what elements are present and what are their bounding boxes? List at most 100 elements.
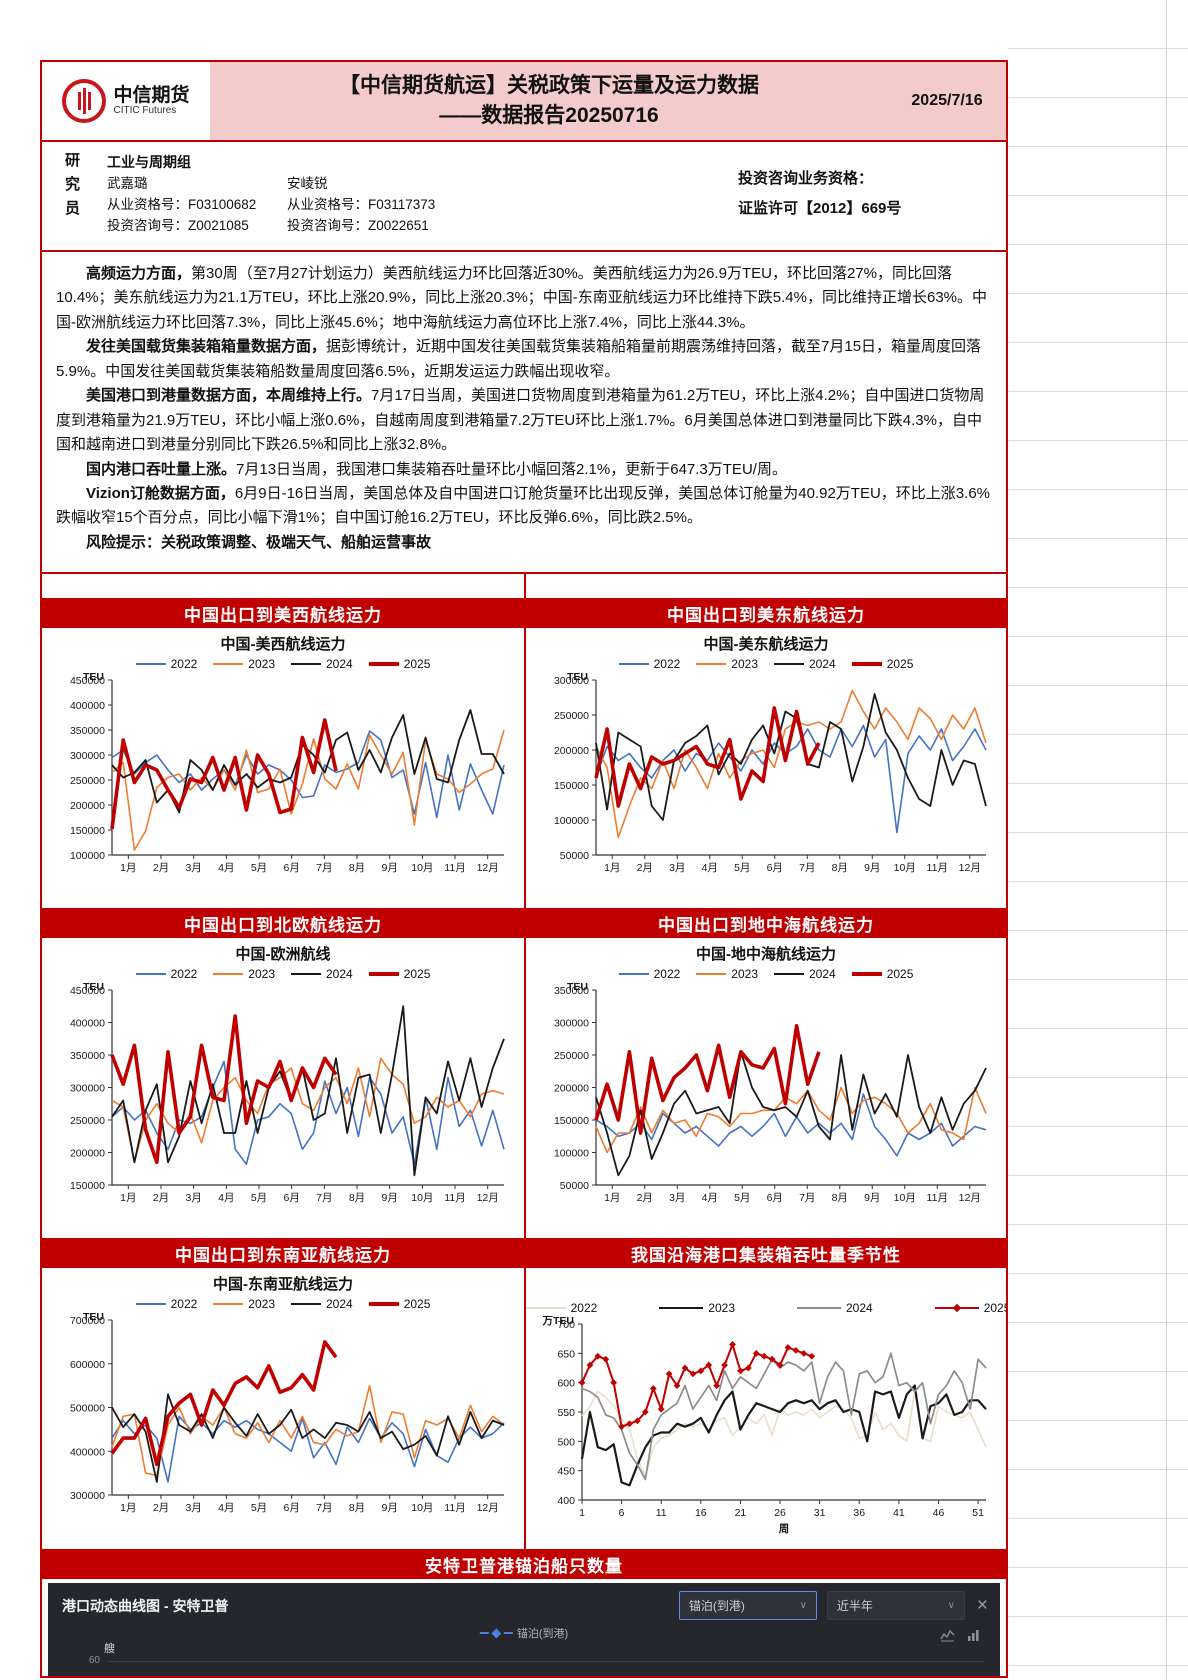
svg-text:12月: 12月: [959, 1192, 981, 1204]
close-icon[interactable]: ×: [976, 1595, 988, 1616]
chart-title: 中国-美东航线运力: [703, 636, 829, 653]
panel-north-europe: 中国出口到北欧航线运力 中国-欧洲航线 2022 2023 2024 2025 150…: [42, 884, 524, 1214]
svg-text:51: 51: [972, 1507, 984, 1519]
svg-text:550: 550: [557, 1407, 575, 1419]
antwerp-panel-title: 港口动态曲线图 - 安特卫普: [62, 1597, 229, 1614]
chart-banner: 中国出口到美西航线运力: [42, 598, 524, 628]
risk-warning: 风险提示：关税政策调整、极端天气、船舶运营事故: [86, 533, 432, 551]
researcher-cert: 从业资格号：F03117373: [287, 196, 436, 212]
svg-text:万TEU: 万TEU: [542, 1316, 575, 1327]
report-title-line2: ——数据报告20250716: [439, 104, 659, 127]
bar-chart-icon[interactable]: [967, 1629, 980, 1642]
svg-text:8月: 8月: [832, 1192, 848, 1204]
svg-text:9月: 9月: [381, 1192, 397, 1204]
svg-text:TEU: TEU: [83, 1312, 104, 1323]
chart-title: 中国-美西航线运力: [220, 636, 346, 653]
chevron-down-icon: ∨: [947, 1600, 955, 1611]
summary-block: 高频运力方面，第30周（至7月27计划运力）美西航线运力环比回落近30%。美西航…: [42, 252, 1006, 574]
svg-text:10月: 10月: [894, 1192, 916, 1204]
legend-item: 2025: [851, 657, 913, 671]
line-chart: 50000 100000 150000 200000 250000 300000 35000…: [536, 982, 996, 1207]
svg-text:250000: 250000: [554, 1050, 589, 1062]
svg-text:7月: 7月: [316, 862, 332, 874]
svg-text:4月: 4月: [702, 1192, 718, 1204]
report-title-block: 【中信期货航运】关税政策下运量及运力数据 ——数据报告20250716: [210, 62, 888, 140]
chart-banner: 中国出口到北欧航线运力: [42, 908, 524, 938]
researcher-name: 安崚锐: [287, 175, 328, 191]
svg-text:9月: 9月: [381, 862, 397, 874]
spreadsheet-left-margin: [0, 0, 40, 1680]
researcher-label: 研究员: [63, 152, 80, 224]
svg-text:200000: 200000: [554, 745, 589, 757]
svg-text:4月: 4月: [218, 862, 234, 874]
svg-text:400000: 400000: [70, 1018, 105, 1030]
chevron-down-icon: ∨: [799, 1600, 807, 1611]
svg-text:5月: 5月: [734, 1192, 750, 1204]
svg-text:11月: 11月: [444, 1502, 465, 1514]
svg-text:450: 450: [557, 1466, 575, 1478]
svg-text:6: 6: [619, 1507, 625, 1519]
svg-text:10月: 10月: [894, 862, 916, 874]
svg-text:周: 周: [779, 1523, 790, 1535]
researcher-cert: 从业资格号：F03100682: [107, 196, 257, 212]
researcher-group: 工业与周期组: [107, 154, 191, 170]
antwerp-legend: 锚泊(到港): [479, 1625, 568, 1641]
svg-text:150000: 150000: [70, 1180, 105, 1192]
legend-item: 2023: [696, 967, 758, 981]
svg-text:200000: 200000: [70, 800, 105, 812]
diamond-marker-icon: [491, 1628, 502, 1638]
svg-text:200000: 200000: [554, 1083, 589, 1095]
panel-us-east: 中国出口到美东航线运力 中国-美东航线运力 2022 2023 2024 2025 5…: [524, 574, 1006, 884]
svg-text:5月: 5月: [251, 862, 267, 874]
antwerp-panel-margin: 港口动态曲线图 - 安特卫普 锚泊(到港) ∨ 近半年 ∨ × 锚泊(到港): [42, 1579, 1006, 1676]
legend-item: 2025: [851, 967, 913, 981]
svg-text:6月: 6月: [283, 862, 299, 874]
panel-southeast-asia: 中国出口到东南亚航线运力 中国-东南亚航线运力 2022 2023 2024 2025…: [42, 1214, 524, 1549]
svg-text:400: 400: [557, 1495, 575, 1507]
svg-text:300000: 300000: [554, 675, 589, 687]
svg-text:TEU: TEU: [567, 672, 588, 683]
panel-us-west: 中国出口到美西航线运力 中国-美西航线运力 2022 2023 2024 2025 1…: [42, 574, 524, 884]
anchor-type-dropdown[interactable]: 锚泊(到港) ∨: [678, 1591, 817, 1620]
svg-text:100000: 100000: [554, 1148, 589, 1160]
svg-text:600: 600: [557, 1378, 575, 1390]
legend-item: 2022: [135, 967, 197, 981]
svg-text:41: 41: [893, 1507, 905, 1519]
svg-text:2月: 2月: [637, 862, 653, 874]
svg-text:10月: 10月: [411, 862, 433, 874]
svg-text:250000: 250000: [70, 1115, 105, 1127]
chart-title: 中国-欧洲航线: [235, 946, 331, 963]
legend-item: 2022: [526, 1301, 597, 1315]
svg-text:100000: 100000: [554, 815, 589, 827]
chart-legend: 2022 2023 2024 2025: [52, 656, 514, 672]
panel-port-throughput: 我国沿海港口集装箱吞吐量季节性 2022 2023 2024 2025 400 450 5…: [524, 1214, 1006, 1549]
svg-text:6月: 6月: [283, 1192, 299, 1204]
line-chart-icon[interactable]: [940, 1629, 955, 1642]
svg-text:200000: 200000: [70, 1148, 105, 1160]
antwerp-panel: 港口动态曲线图 - 安特卫普 锚泊(到港) ∨ 近半年 ∨ × 锚泊(到港): [48, 1583, 1000, 1676]
report-title-line1: 【中信期货航运】关税政策下运量及运力数据: [339, 73, 759, 97]
svg-text:400000: 400000: [70, 1446, 105, 1458]
svg-text:1月: 1月: [604, 862, 620, 874]
report-frame: 中信期货 CITIC Futures 【中信期货航运】关税政策下运量及运力数据 …: [40, 60, 1008, 1678]
chart-banner: 我国沿海港口集装箱吞吐量季节性: [526, 1238, 1006, 1268]
svg-text:31: 31: [814, 1507, 826, 1519]
logo-name-cn: 中信期货: [113, 84, 190, 106]
svg-text:7月: 7月: [799, 862, 815, 874]
svg-text:150000: 150000: [70, 825, 105, 837]
legend-item: 2023: [213, 967, 275, 981]
summary-paragraph: 美国港口到港量数据方面，本周维持上行。7月17日当周，美国进口货物周度到港箱量为…: [56, 387, 985, 454]
svg-text:500: 500: [557, 1436, 575, 1448]
summary-paragraph: Vizion订舱数据方面，6月9日-16日当周，美国总体及自中国进口订舱货量环比…: [56, 484, 991, 527]
time-range-dropdown[interactable]: 近半年 ∨: [826, 1591, 965, 1620]
svg-text:600000: 600000: [70, 1359, 105, 1371]
svg-text:16: 16: [695, 1507, 707, 1519]
legend-item: 2023: [696, 657, 758, 671]
svg-text:3月: 3月: [185, 1502, 201, 1514]
svg-text:12月: 12月: [477, 1192, 499, 1204]
legend-item: 2024: [774, 967, 836, 981]
svg-text:11月: 11月: [444, 1192, 465, 1204]
legend-item: 2024: [291, 967, 353, 981]
antwerp-banner: 安特卫普港锚泊船只数量: [42, 1549, 1006, 1579]
svg-text:1月: 1月: [604, 1192, 620, 1204]
